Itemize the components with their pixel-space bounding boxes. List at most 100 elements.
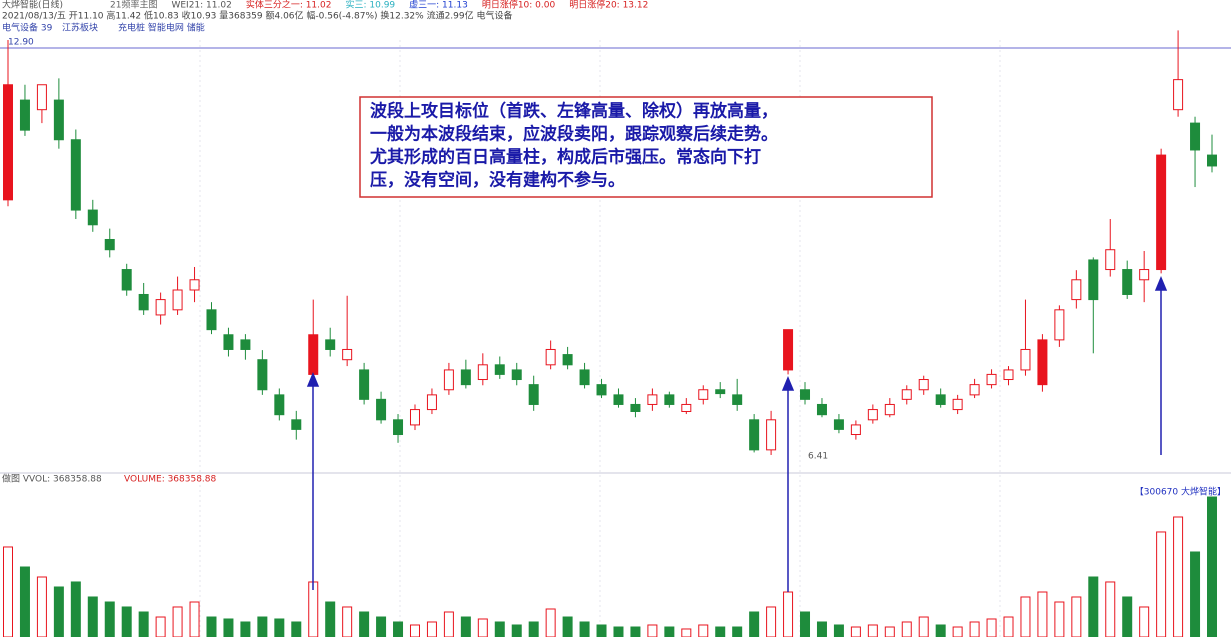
candle-body bbox=[918, 379, 929, 391]
volume-bar bbox=[53, 586, 64, 637]
volume-bar bbox=[749, 611, 760, 637]
candle-body bbox=[223, 334, 234, 350]
volume-bar bbox=[393, 621, 404, 637]
candle-body bbox=[53, 99, 64, 141]
candle-body bbox=[579, 369, 590, 386]
volume-bar bbox=[409, 624, 420, 637]
volume-bar bbox=[121, 606, 132, 637]
candle-body bbox=[121, 269, 132, 291]
candle-body bbox=[952, 398, 963, 411]
volume-bar bbox=[1122, 596, 1133, 637]
volume-bar bbox=[19, 566, 30, 637]
tag: 充电桩 智能电网 储能 bbox=[118, 22, 205, 34]
volume-bar bbox=[1173, 516, 1184, 637]
header-item: 明日涨停10: 0.00 bbox=[482, 0, 556, 11]
header-item: 实三: 10.99 bbox=[345, 0, 395, 11]
volume-bar bbox=[901, 621, 912, 637]
candle-body bbox=[1020, 348, 1031, 371]
candle-body bbox=[986, 373, 997, 386]
volume-bar bbox=[223, 618, 234, 637]
candle-body bbox=[206, 309, 217, 331]
volume-bar bbox=[1139, 606, 1150, 637]
header-item: 实体三分之一: 11.02 bbox=[246, 0, 332, 11]
volume-bar bbox=[613, 626, 624, 637]
candle-body bbox=[494, 364, 505, 375]
candle-body bbox=[511, 369, 522, 381]
volume-title: 做图 VVOL: 368358.88 bbox=[2, 473, 102, 485]
candle-body bbox=[342, 348, 353, 361]
volume-bar bbox=[291, 621, 302, 637]
volume-bar bbox=[376, 616, 387, 637]
volume-bar bbox=[1190, 551, 1201, 637]
low-label: 6.41 bbox=[808, 452, 828, 462]
candle-body bbox=[240, 339, 251, 350]
volume-bar bbox=[325, 601, 336, 637]
volume-bar bbox=[647, 624, 658, 637]
volume-bar bbox=[952, 626, 963, 637]
candle-body bbox=[935, 394, 946, 405]
candle-body bbox=[1003, 369, 1014, 381]
volume-bar bbox=[935, 624, 946, 637]
candle-body bbox=[1173, 79, 1184, 111]
volume-bar bbox=[664, 626, 675, 637]
candle-body bbox=[1156, 154, 1167, 271]
volume-bar bbox=[816, 621, 827, 637]
volume-bar bbox=[3, 546, 13, 637]
candle-body bbox=[664, 394, 675, 405]
candle-body bbox=[189, 279, 200, 291]
volume-bar bbox=[562, 616, 573, 637]
candle-body bbox=[528, 384, 539, 405]
candle-body bbox=[562, 354, 573, 366]
volume-bar bbox=[833, 624, 844, 637]
volume-bar bbox=[1020, 596, 1031, 637]
info-line: 2021/08/13/五 开11.10 高11.42 低10.83 收10.93… bbox=[2, 10, 512, 22]
annotation-line: 尤其形成的百日高量柱，构成后市强压。常态向下打 bbox=[370, 147, 761, 168]
candle-body bbox=[715, 389, 726, 395]
header-item: 虚三一: 11.13 bbox=[409, 0, 468, 11]
tag: 江苏板块 bbox=[62, 22, 98, 34]
volume-bar bbox=[138, 611, 149, 637]
volume-bar bbox=[800, 611, 811, 637]
volume-bar bbox=[494, 621, 505, 637]
volume-bar bbox=[986, 618, 997, 637]
volume-bar bbox=[104, 601, 115, 637]
candle-body bbox=[36, 84, 47, 111]
volume-bar bbox=[528, 621, 539, 637]
candle-body bbox=[732, 394, 743, 405]
header-item: WEI21: 11.02 bbox=[171, 1, 231, 11]
candle-body bbox=[833, 419, 844, 430]
volume-bar bbox=[783, 591, 794, 637]
volume-bar bbox=[681, 628, 692, 637]
arrow-head bbox=[306, 372, 320, 387]
volume-bar bbox=[87, 596, 98, 637]
candle-body bbox=[3, 84, 13, 201]
candle-body bbox=[87, 209, 98, 226]
candle-body bbox=[172, 289, 183, 311]
annotation-line: 波段上攻目标位（首跌、左锋高量、除权）再放高量， bbox=[370, 101, 778, 122]
header-item: 明日涨停20: 13.12 bbox=[569, 0, 648, 11]
annotation-box bbox=[359, 96, 933, 198]
volume-bar bbox=[511, 624, 522, 637]
candle-body bbox=[19, 99, 30, 131]
candle-body bbox=[104, 238, 115, 251]
volume-bar bbox=[1156, 531, 1167, 637]
volume-bar bbox=[698, 624, 709, 637]
volume-bar bbox=[359, 611, 370, 637]
candle-body bbox=[816, 403, 827, 416]
arrow-head bbox=[1154, 276, 1168, 291]
volume-bar bbox=[257, 616, 268, 637]
volume-bar bbox=[715, 626, 726, 637]
volume-bar bbox=[477, 618, 488, 637]
volume-bar bbox=[36, 576, 47, 637]
volume-bar bbox=[545, 608, 556, 637]
header-item: 21频率主图 bbox=[110, 0, 157, 11]
volume-bar bbox=[342, 606, 353, 637]
candle-body bbox=[969, 384, 980, 396]
high-label: 12.90 bbox=[8, 38, 34, 48]
candle-body bbox=[698, 389, 709, 400]
candle-body bbox=[613, 394, 624, 405]
candle-body bbox=[1122, 269, 1133, 295]
candle-body bbox=[850, 424, 861, 436]
candle-body bbox=[393, 419, 404, 436]
